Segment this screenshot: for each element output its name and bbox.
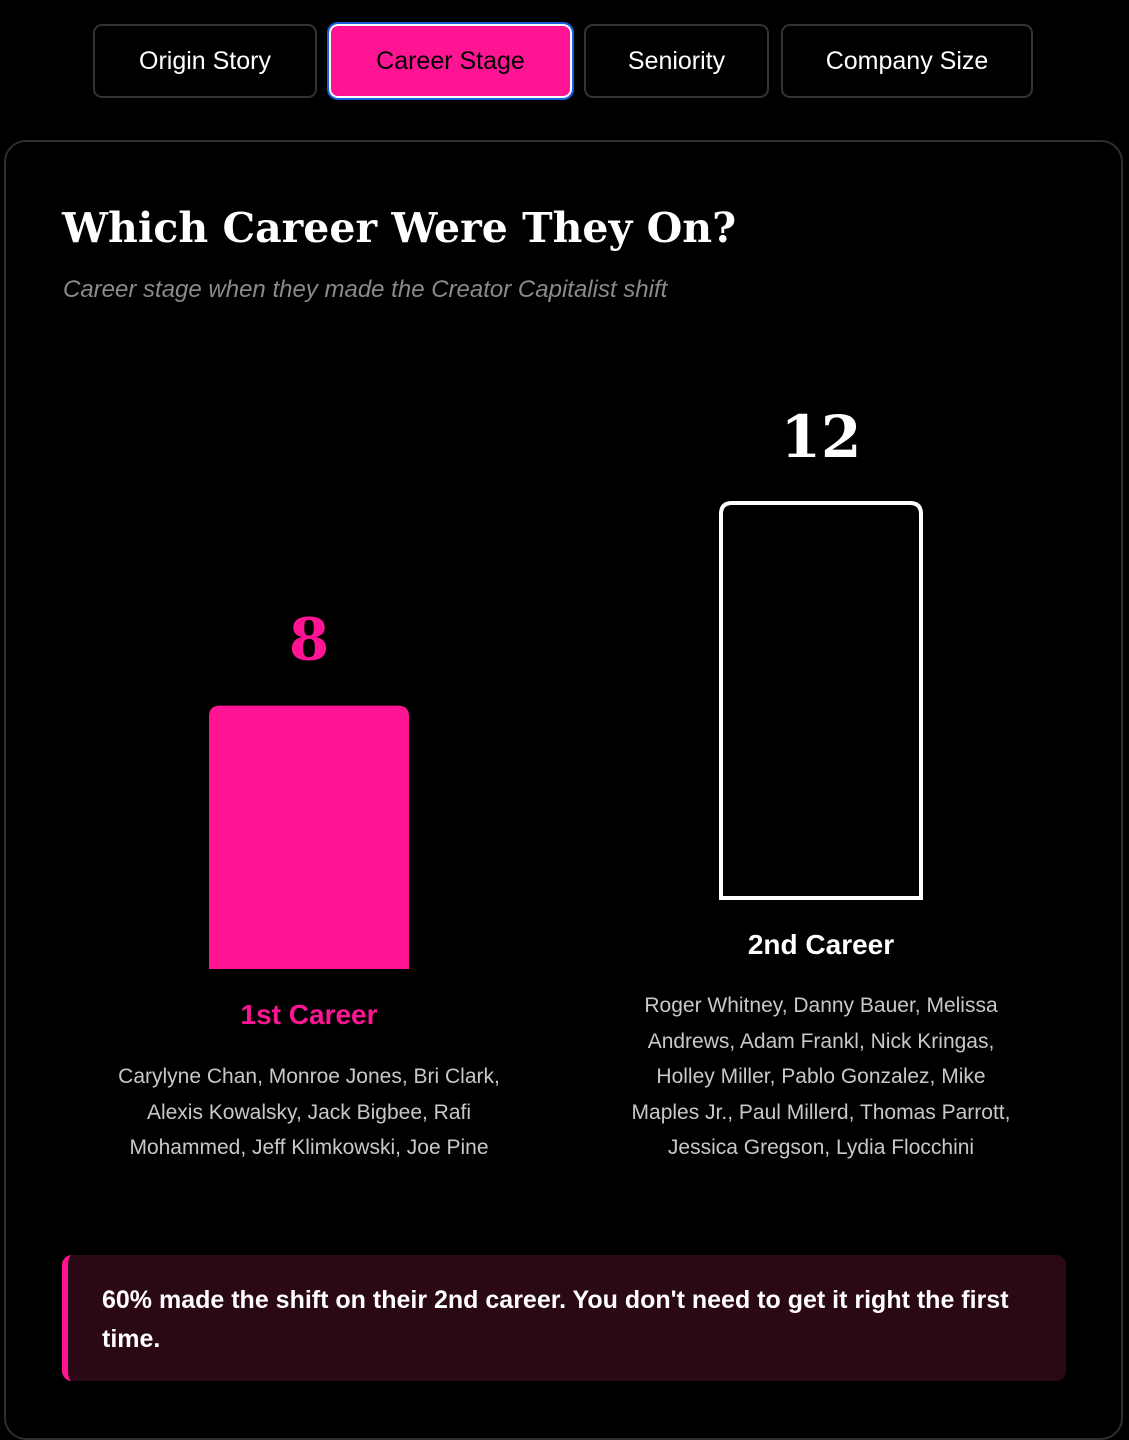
bar-chart: 8 12 bbox=[209, 403, 923, 969]
value-label-1st-career: 8 bbox=[289, 606, 329, 674]
names-list-2nd-career: Roger Whitney, Danny Bauer, Melissa Andr… bbox=[631, 994, 1011, 1159]
tab-origin-story[interactable]: Origin Story bbox=[93, 24, 317, 98]
value-label-2nd-career: 12 bbox=[781, 403, 862, 471]
tab-bar: Origin Story Career Stage Seniority Comp… bbox=[93, 22, 1033, 100]
category-label-2nd-career: 2nd Career bbox=[747, 929, 895, 960]
chart-subtitle: Career stage when they made the Creator … bbox=[63, 276, 668, 303]
names-list-1st-career: Carylyne Chan, Monroe Jones, Bri Clark, … bbox=[118, 1065, 500, 1159]
bar-1st-career bbox=[209, 705, 409, 969]
chart-card: Which Career Were They On? Career stage … bbox=[4, 140, 1123, 1440]
bar-2nd-career bbox=[719, 501, 923, 900]
tab-seniority[interactable]: Seniority bbox=[584, 24, 769, 98]
tab-company-size[interactable]: Company Size bbox=[781, 24, 1033, 98]
chart-title: Which Career Were They On? bbox=[62, 204, 737, 252]
category-label-1st-career: 1st Career bbox=[240, 999, 378, 1030]
tab-career-stage[interactable]: Career Stage bbox=[327, 22, 574, 100]
insight-callout: 60% made the shift on their 2nd career. … bbox=[62, 1255, 1066, 1381]
